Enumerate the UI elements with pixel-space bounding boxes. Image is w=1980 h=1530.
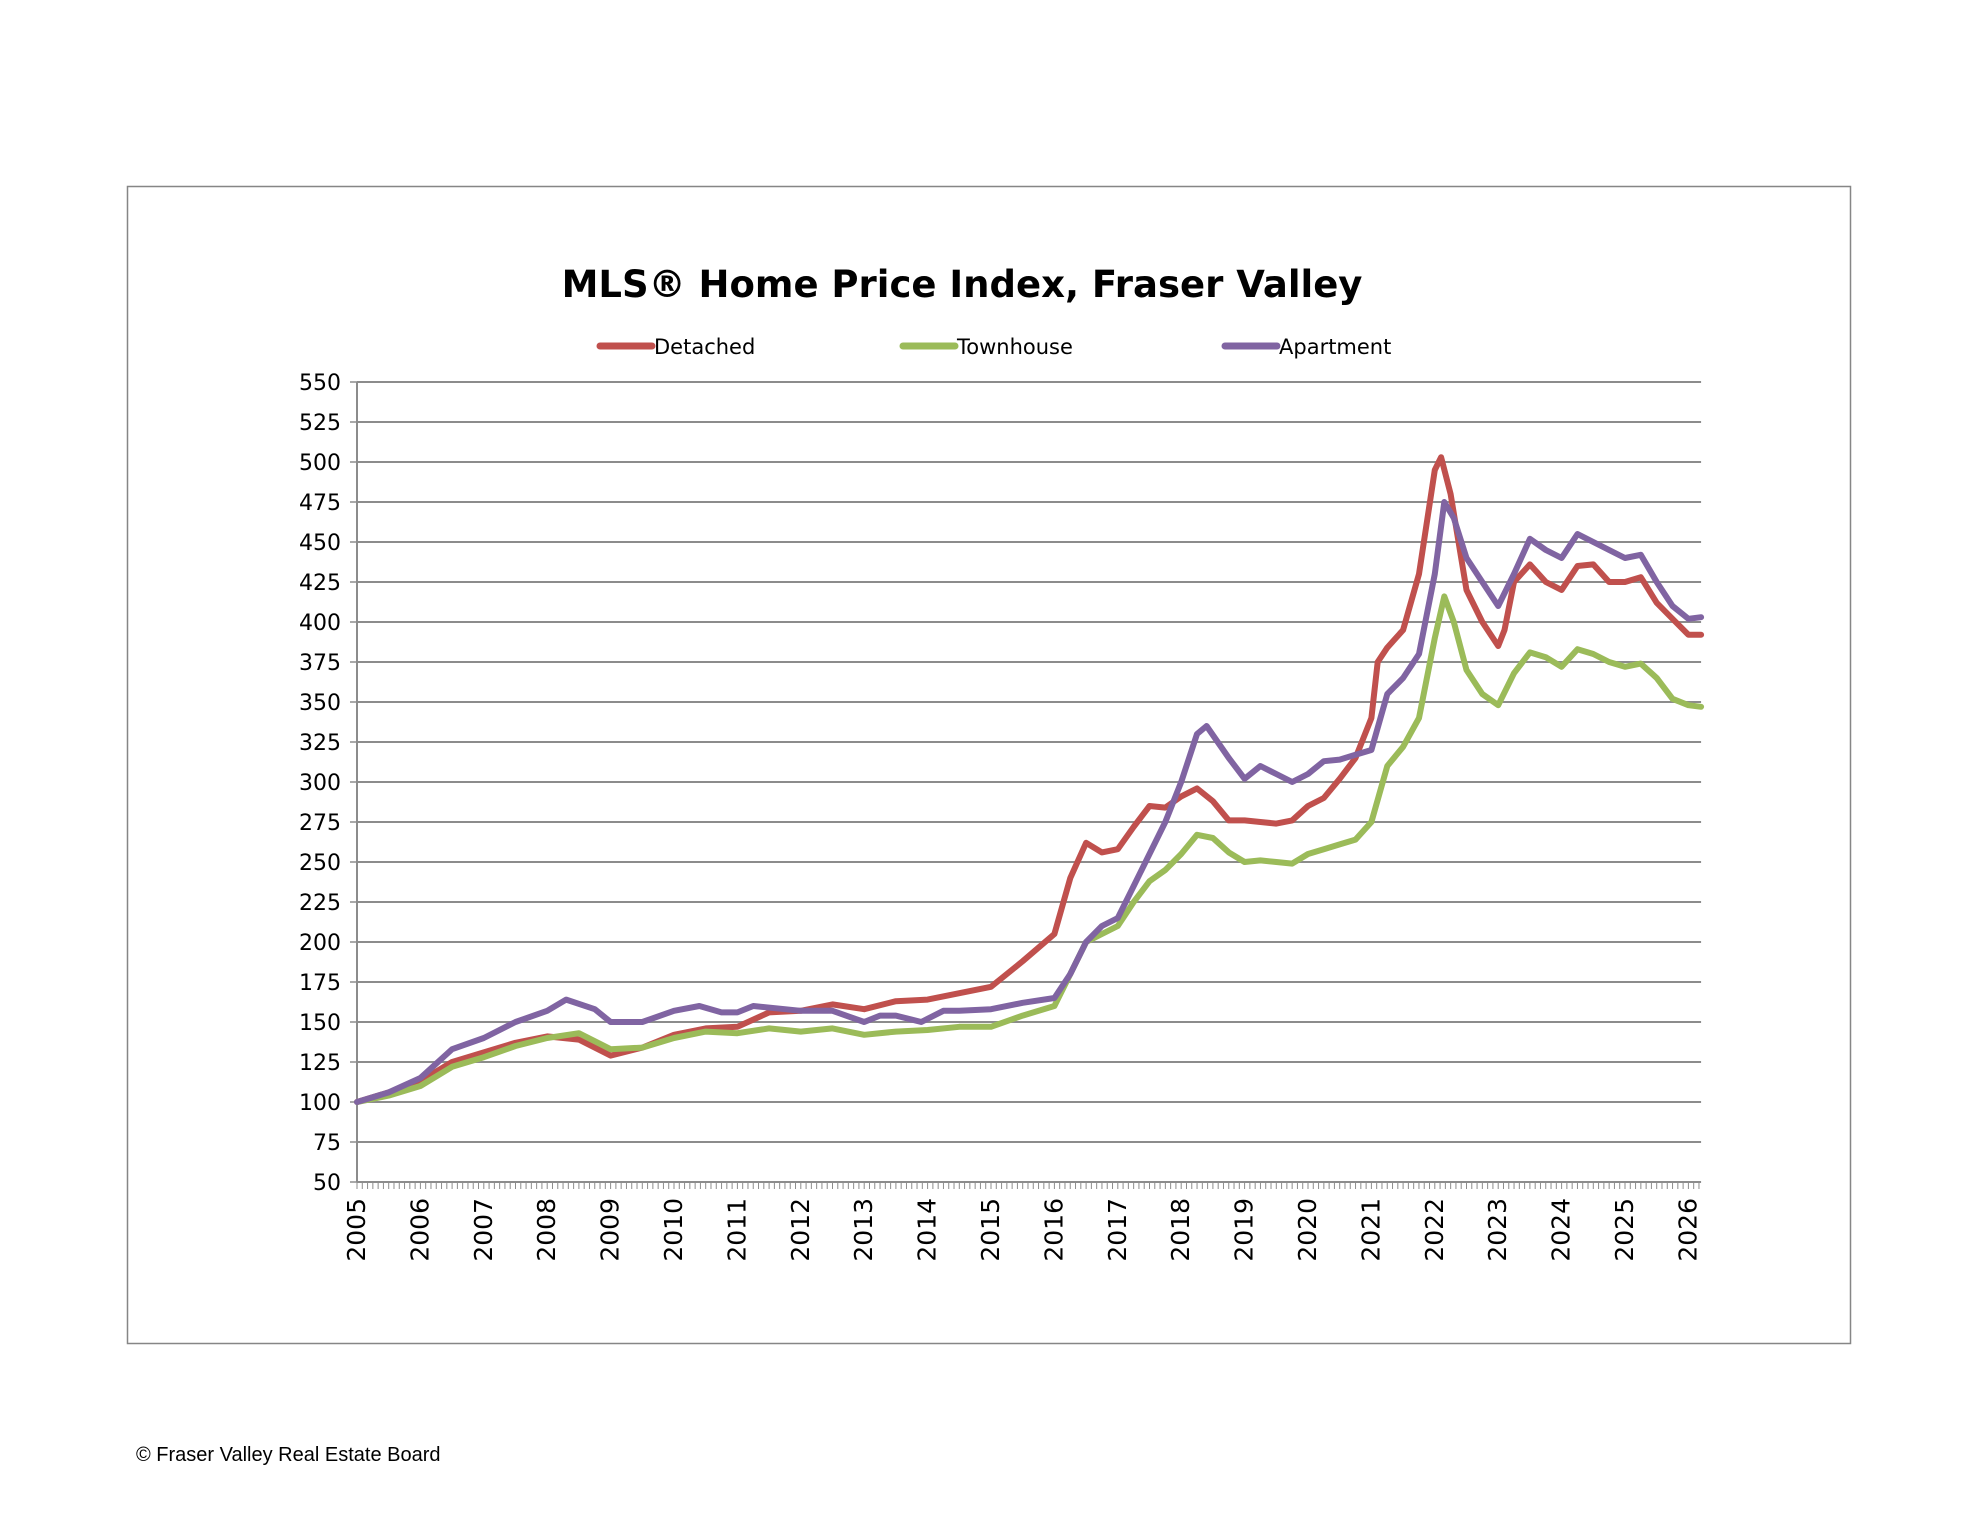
series-lines <box>354 454 1705 1105</box>
y-tick-label: 475 <box>299 491 341 516</box>
y-tick-label: 325 <box>299 731 341 756</box>
x-tick-label: 2008 <box>532 1198 561 1262</box>
x-tick-label: 2017 <box>1103 1198 1132 1262</box>
x-tick-label: 2019 <box>1230 1198 1259 1262</box>
y-tick-label: 525 <box>299 411 341 436</box>
copyright-footer: © Fraser Valley Real Estate Board <box>136 1444 441 1466</box>
y-tick-label: 500 <box>299 451 341 476</box>
x-tick-label: 2007 <box>469 1198 498 1262</box>
y-tick-label: 275 <box>299 811 341 836</box>
y-tick-label: 175 <box>299 971 341 996</box>
y-tick-label: 450 <box>299 531 341 556</box>
x-tick-label: 2025 <box>1610 1198 1639 1262</box>
series-line-townhouse <box>354 593 1705 1105</box>
gridlines <box>357 381 1702 1143</box>
y-tick-label: 300 <box>299 771 341 796</box>
x-tick-label: 2009 <box>596 1198 625 1262</box>
x-tick-label: 2011 <box>722 1198 751 1262</box>
y-tick-label: 100 <box>299 1091 341 1116</box>
x-tick-label: 2006 <box>405 1198 434 1262</box>
x-tick-label: 2023 <box>1483 1198 1512 1262</box>
y-tick-label: 75 <box>313 1131 341 1156</box>
x-tick-label: 2026 <box>1673 1198 1702 1262</box>
y-tick-label: 50 <box>313 1171 341 1196</box>
x-tick-label: 2014 <box>913 1198 942 1262</box>
x-tick-label: 2016 <box>1039 1198 1068 1262</box>
y-tick-label: 250 <box>299 851 341 876</box>
chart-title: MLS® Home Price Index, Fraser Valley <box>562 263 1363 306</box>
legend-label: Detached <box>654 335 755 359</box>
x-tick-label: 2013 <box>849 1198 878 1262</box>
chart-frame <box>126 185 1852 1345</box>
x-axis: 2005 2006 2007 2008 2009 2010 2011 2012 2013 2014… <box>342 1181 1702 1262</box>
y-tick-label: 375 <box>299 651 341 676</box>
legend-label: Apartment <box>1279 335 1391 359</box>
x-tick-label: 2024 <box>1547 1198 1576 1262</box>
y-tick-label: 150 <box>299 1011 341 1036</box>
y-tick-label: 400 <box>299 611 341 636</box>
x-tick-label: 2010 <box>659 1198 688 1262</box>
x-tick-label: 2005 <box>342 1198 371 1262</box>
y-tick-label: 225 <box>299 891 341 916</box>
legend: Detached Townhouse Apartment <box>596 335 1391 359</box>
y-tick-label: 425 <box>299 571 341 596</box>
legend-label: Townhouse <box>956 335 1073 359</box>
x-tick-label: 2022 <box>1420 1198 1449 1262</box>
x-tick-label: 2018 <box>1166 1198 1195 1262</box>
x-tick-label: 2020 <box>1293 1198 1322 1262</box>
y-tick-label: 125 <box>299 1051 341 1076</box>
series-line-apartment <box>354 499 1705 1105</box>
x-tick-label: 2012 <box>786 1198 815 1262</box>
y-axis: 50 75 100 125 150 175 200 225 250 275 300 325 350 375… <box>299 371 358 1196</box>
series-line-detached <box>354 454 1705 1105</box>
x-tick-label: 2015 <box>976 1198 1005 1262</box>
x-tick-label: 2021 <box>1356 1198 1385 1262</box>
y-tick-label: 200 <box>299 931 341 956</box>
y-tick-label: 550 <box>299 371 341 396</box>
y-tick-label: 350 <box>299 691 341 716</box>
